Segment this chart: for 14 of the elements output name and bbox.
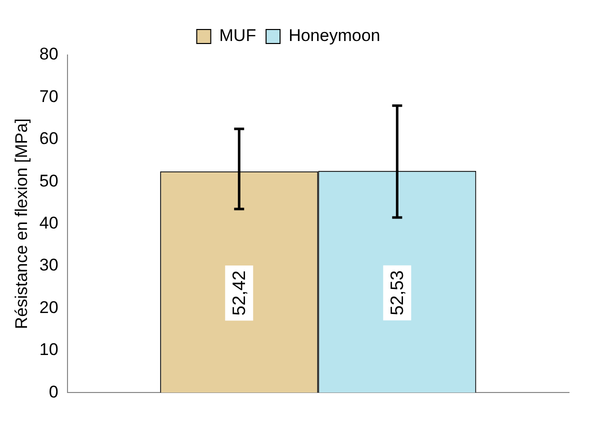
y-axis-title: Résistance en flexion [MPa] <box>12 118 31 330</box>
data-label: 52,53 <box>387 270 408 316</box>
legend-label: MUF <box>219 26 256 46</box>
y-tick-label: 60 <box>39 129 58 148</box>
y-tick-label: 20 <box>39 298 58 317</box>
y-tick-label: 40 <box>39 213 58 232</box>
y-tick-label: 30 <box>39 256 58 275</box>
y-tick-label: 0 <box>48 382 58 402</box>
y-tick-label: 10 <box>39 340 58 360</box>
y-tick-label: 80 <box>39 44 58 64</box>
data-label: 52,42 <box>229 270 250 316</box>
y-tick-label: 70 <box>39 86 58 106</box>
legend-label: Honeymoon <box>288 26 380 46</box>
y-tick-label: 50 <box>39 171 58 190</box>
